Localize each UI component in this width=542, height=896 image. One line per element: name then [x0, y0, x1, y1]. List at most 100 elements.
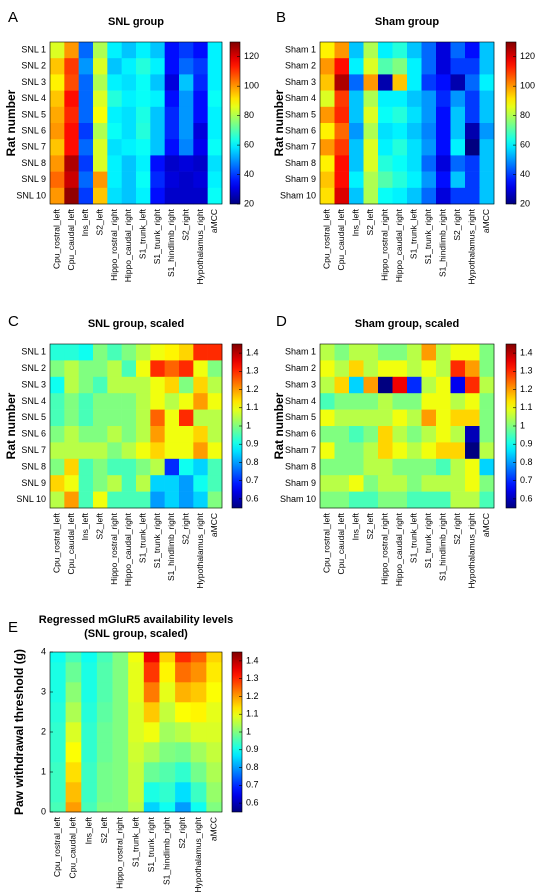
heat-cell	[175, 762, 192, 783]
heat-cell	[128, 762, 145, 783]
heat-cell	[349, 360, 364, 378]
heat-cell	[349, 426, 364, 443]
colorbar-tick-label: 60	[244, 139, 254, 149]
heat-cell	[206, 782, 223, 803]
x-tick-label: S1_trunk_right	[146, 816, 156, 872]
x-tick-label: aMCC	[208, 817, 218, 841]
heat-cell	[207, 409, 223, 427]
heat-cell	[334, 74, 350, 91]
heat-cell	[349, 376, 364, 394]
y-tick-label: Sham 7	[285, 445, 316, 455]
heat-cell	[349, 42, 364, 59]
heat-cell	[207, 187, 223, 205]
y-tick-label: SNL 1	[21, 347, 46, 357]
y-tick-label: Sham 1	[285, 44, 316, 54]
heat-cell	[128, 782, 145, 803]
heat-cell	[363, 360, 379, 378]
heat-cell	[465, 42, 480, 59]
heat-cell	[179, 74, 194, 91]
heat-cell	[164, 393, 180, 410]
heat-cell	[450, 426, 466, 443]
y-axis-label: Rat number	[272, 392, 286, 459]
heat-cell	[150, 106, 165, 124]
colorbar-tick-label: 40	[244, 169, 254, 179]
heat-cell	[436, 409, 451, 427]
heat-cell	[164, 409, 180, 427]
heat-cell	[50, 662, 66, 683]
heat-cell	[479, 90, 495, 108]
y-tick-label: SNL 7	[21, 445, 46, 455]
heat-cell	[349, 458, 364, 476]
heat-cell	[107, 491, 122, 509]
x-tick-label: Cpu_caudal_left	[66, 208, 76, 270]
y-tick-label: Sham 4	[285, 396, 316, 406]
heat-cell	[207, 139, 223, 156]
chart-title: SNL group	[108, 16, 164, 28]
heat-cell	[320, 491, 335, 509]
heat-cell	[363, 155, 379, 172]
heat-cell	[179, 90, 194, 108]
heat-cell	[334, 42, 350, 59]
heat-cell	[179, 491, 194, 509]
heat-cell	[64, 106, 79, 124]
heat-cell	[363, 123, 379, 140]
heat-cell	[93, 475, 108, 492]
heat-cell	[378, 458, 393, 476]
heat-cell	[378, 171, 393, 189]
heat-cell	[193, 409, 208, 427]
heat-cell	[93, 139, 108, 156]
x-tick-label: S2_right	[180, 208, 190, 240]
x-tick-label: S2_right	[180, 512, 190, 544]
heat-cell	[392, 42, 408, 59]
heat-cell	[64, 376, 79, 394]
y-axis-label: Rat number	[272, 89, 286, 156]
heat-cell	[65, 682, 82, 703]
heat-cell	[136, 376, 151, 394]
y-tick-label: 4	[41, 646, 46, 656]
y-tick-label: Sham 9	[285, 174, 316, 184]
heat-cell	[378, 344, 393, 361]
heat-cell	[190, 702, 207, 723]
heat-cell	[190, 722, 207, 743]
heat-cell	[107, 123, 122, 140]
heat-cell	[93, 74, 108, 91]
heat-cell	[421, 393, 437, 410]
heat-cell	[450, 187, 466, 205]
heat-cell	[107, 155, 122, 172]
y-tick-label: Sham 8	[285, 158, 316, 168]
heat-cell	[93, 393, 108, 410]
heat-cell	[320, 42, 335, 59]
heat-cell	[193, 155, 208, 172]
heat-cell	[121, 344, 137, 361]
heat-cell	[150, 171, 165, 189]
heat-cell	[421, 106, 437, 124]
x-tick-label: S1_trunk_right	[152, 208, 162, 264]
y-tick-label: SNL 6	[21, 125, 46, 135]
heat-cell	[334, 106, 350, 124]
heat-cell	[465, 139, 480, 156]
heat-cell	[320, 344, 335, 361]
heat-cell	[107, 409, 122, 427]
x-tick-label: Hippo_caudal_right	[394, 512, 404, 586]
heat-cell	[193, 74, 208, 91]
heat-cell	[378, 187, 393, 205]
heat-cell	[78, 376, 94, 394]
heat-cell	[349, 491, 364, 509]
y-tick-label: Sham 5	[285, 109, 316, 119]
colorbar-tick-label: 0.7	[520, 475, 533, 485]
heat-cell	[450, 491, 466, 509]
heat-cell	[436, 58, 451, 75]
panel-label: E	[8, 619, 18, 636]
colorbar-tick-label: 1.2	[246, 384, 259, 394]
heat-cell	[378, 491, 393, 509]
heat-cell	[64, 442, 79, 460]
heat-cell	[64, 123, 79, 140]
y-tick-label: Sham 8	[285, 461, 316, 471]
heat-cell	[128, 742, 145, 763]
heat-cell	[164, 139, 180, 156]
heat-cell	[407, 409, 422, 427]
heat-cell	[378, 58, 393, 75]
heat-cell	[78, 139, 94, 156]
heat-cell	[175, 742, 192, 763]
heat-cell	[334, 171, 350, 189]
